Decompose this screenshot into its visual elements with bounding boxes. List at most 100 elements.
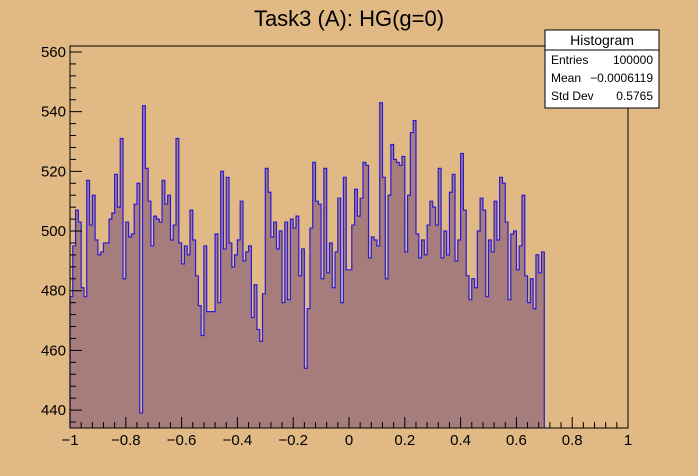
histogram-bin (455, 260, 459, 428)
histogram-bars (69, 102, 545, 428)
histogram-bin (496, 239, 500, 428)
histogram-bin (407, 195, 411, 428)
histogram-bin (527, 302, 531, 428)
histogram-bin (259, 341, 263, 428)
histogram-bin (109, 219, 113, 428)
histogram-bin (153, 216, 157, 428)
histogram-bin (415, 234, 420, 428)
histogram-bin (421, 239, 425, 428)
histogram-bin (360, 198, 364, 428)
histogram-bin (86, 180, 90, 428)
histogram-bin (215, 234, 219, 428)
histogram-bin (485, 296, 489, 428)
histogram-bin (388, 195, 392, 428)
stat-entries-label: Entries (551, 53, 588, 67)
x-tick-label: 0.6 (506, 432, 527, 449)
histogram-bin (368, 257, 372, 428)
histogram-bin (217, 302, 221, 428)
histogram-bin (282, 302, 286, 428)
histogram-bin (379, 102, 383, 428)
histogram-bin (482, 210, 487, 428)
histogram-bin (318, 204, 322, 428)
stats-box-title: Histogram (570, 32, 634, 48)
histogram-bin (438, 168, 442, 428)
histogram-bin (432, 207, 436, 428)
histogram-bin (156, 219, 160, 428)
histogram-bin (446, 254, 450, 428)
histogram-bin (170, 239, 174, 428)
histogram-bin (382, 177, 386, 428)
y-tick-label: 540 (41, 104, 66, 121)
histogram-bin (83, 296, 88, 428)
histogram-bin (304, 368, 308, 428)
histogram-bin (427, 225, 431, 428)
histogram-bin (443, 231, 447, 428)
histogram-bin (508, 299, 512, 428)
histogram-bin (374, 239, 378, 428)
stat-entries-value: 100000 (613, 53, 653, 67)
y-tick-label: 560 (41, 44, 66, 61)
histogram-bin (256, 329, 261, 428)
x-tick-label: 0.2 (394, 432, 415, 449)
histogram-bin (488, 239, 492, 428)
histogram-bin (270, 237, 274, 428)
histogram-bin (329, 242, 333, 428)
histogram-bin (159, 222, 163, 428)
histogram-bin (466, 275, 470, 428)
histogram-bin (499, 177, 503, 428)
histogram-bin (309, 228, 314, 428)
histogram-bin (402, 156, 406, 428)
histogram-bin (502, 183, 506, 428)
histogram-bin (164, 204, 168, 428)
histogram-bin (351, 225, 355, 428)
histogram-bin (120, 138, 124, 428)
histogram-bin (307, 308, 311, 428)
histogram-bin (410, 132, 414, 428)
histogram-bin (346, 269, 350, 428)
histogram-bin (72, 245, 76, 428)
histogram-bin (460, 153, 464, 428)
stats-box: Histogram Entries 100000 Mean −0.0006119… (544, 29, 660, 109)
histogram-bin (212, 311, 216, 428)
y-tick-label: 440 (41, 402, 66, 419)
histogram-bin (491, 251, 495, 428)
histogram-bin (315, 201, 319, 428)
histogram-bin (184, 245, 188, 428)
stats-box-frame (544, 29, 660, 109)
histogram-bin (541, 251, 545, 428)
histogram-bin (340, 302, 344, 428)
histogram-bin (535, 254, 540, 428)
histogram-bin (449, 192, 453, 428)
histogram-bin (335, 251, 339, 428)
histogram-bin (123, 278, 127, 428)
histogram-bin (362, 162, 367, 428)
histogram-bin (100, 251, 104, 428)
histogram-bin (349, 269, 353, 428)
histogram-bin (399, 165, 403, 428)
histogram-bin (95, 239, 99, 428)
x-tick-label: −0.2 (278, 432, 308, 449)
axes: −1 −0.8 −0.6 −0.4 −0.2 0 0.2 0.4 0.6 0.8 1 440 460 48… (41, 44, 632, 449)
histogram-bin (103, 242, 107, 428)
histogram-bin (273, 222, 277, 428)
histogram-bin (89, 225, 93, 428)
x-tick-label: −0.6 (167, 432, 197, 449)
histogram-bin (441, 257, 445, 428)
stat-mean-label: Mean (551, 71, 581, 85)
histogram-bin (187, 254, 191, 428)
histogram-bin (131, 234, 135, 428)
histogram-bin (393, 159, 397, 428)
histogram-bin (139, 413, 143, 428)
stat-stddev-label: Std Dev (551, 89, 594, 103)
histogram-bin (538, 272, 542, 428)
histogram-bin (521, 195, 526, 428)
histogram-bin (128, 237, 132, 428)
y-tick-label: 520 (41, 163, 66, 180)
histogram-bin (136, 183, 141, 428)
y-tick-label: 500 (41, 223, 66, 240)
histogram-bin (457, 239, 461, 428)
histogram-bin (396, 162, 400, 428)
histogram-bin (301, 248, 305, 428)
histogram-bin (195, 275, 199, 428)
histogram-bin (474, 287, 478, 428)
